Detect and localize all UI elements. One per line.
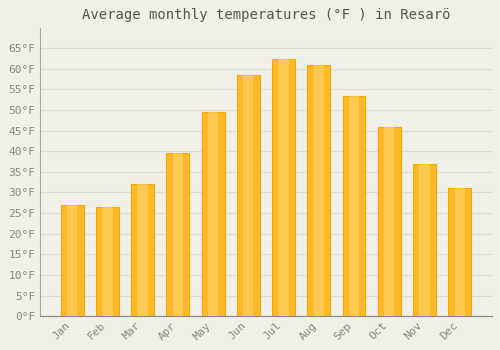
Bar <box>349 96 359 316</box>
Bar <box>378 127 400 316</box>
Bar <box>420 164 430 316</box>
Bar <box>413 164 436 316</box>
Bar <box>308 65 330 316</box>
Bar <box>314 65 324 316</box>
Bar <box>102 207 113 316</box>
Bar <box>60 205 84 316</box>
Bar <box>237 75 260 316</box>
Bar <box>454 188 465 316</box>
Bar <box>342 96 365 316</box>
Bar <box>384 127 394 316</box>
Bar <box>278 58 288 316</box>
Title: Average monthly temperatures (°F ) in Resarö: Average monthly temperatures (°F ) in Re… <box>82 8 450 22</box>
Bar <box>67 205 78 316</box>
Bar <box>272 58 295 316</box>
Bar <box>131 184 154 316</box>
Bar <box>138 184 148 316</box>
Bar <box>448 188 471 316</box>
Bar <box>172 153 183 316</box>
Bar <box>208 112 218 316</box>
Bar <box>243 75 254 316</box>
Bar <box>166 153 190 316</box>
Bar <box>202 112 224 316</box>
Bar <box>96 207 119 316</box>
